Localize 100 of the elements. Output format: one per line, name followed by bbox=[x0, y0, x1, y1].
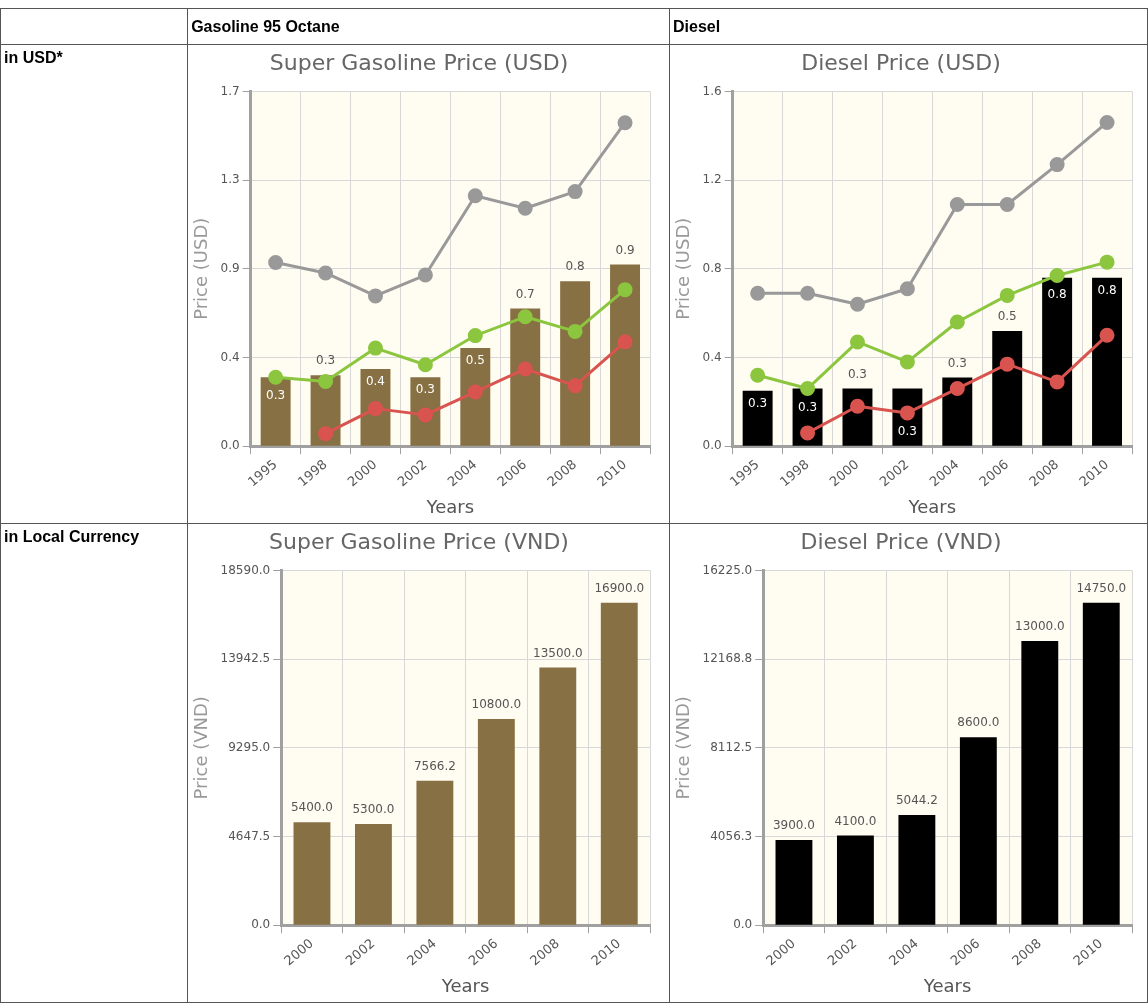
y-tick-label: 1.6 bbox=[702, 83, 722, 98]
point bbox=[617, 334, 633, 350]
data-label: 8600.0 bbox=[957, 715, 1000, 730]
data-label: 0.5 bbox=[997, 309, 1017, 323]
y-tick-label: 13942.5 bbox=[220, 651, 271, 666]
y-tick-label: 1.2 bbox=[702, 172, 722, 187]
x-axis-title: Years bbox=[425, 495, 475, 517]
point bbox=[1099, 327, 1115, 343]
bar bbox=[742, 390, 773, 446]
data-label: 7566.2 bbox=[414, 758, 457, 773]
text: in Local Currency bbox=[4, 528, 140, 545]
y-axis-title: Price (VND) bbox=[672, 696, 694, 800]
y-tick-label: 0.0 bbox=[702, 438, 722, 453]
text: Diesel bbox=[673, 17, 721, 35]
y-tick-label: 12168.8 bbox=[702, 651, 753, 666]
text: in USD* bbox=[4, 49, 63, 66]
point bbox=[268, 369, 284, 385]
bar bbox=[478, 719, 515, 925]
point bbox=[750, 367, 766, 383]
y-tick-label: 1.7 bbox=[220, 83, 240, 98]
data-label: 0.3 bbox=[847, 366, 868, 381]
point bbox=[800, 381, 816, 397]
y-tick-label: 0.9 bbox=[220, 260, 240, 275]
bar bbox=[355, 824, 392, 925]
y-tick-label: 0.0 bbox=[220, 438, 240, 453]
point bbox=[368, 288, 384, 304]
y-tick-label: 0.0 bbox=[251, 917, 271, 932]
point bbox=[368, 401, 384, 417]
data-label: 0.3 bbox=[266, 388, 286, 403]
bar bbox=[600, 602, 638, 925]
chart-title: Diesel Price (VND) bbox=[800, 528, 1002, 554]
bar bbox=[460, 348, 491, 446]
point bbox=[1099, 114, 1115, 130]
data-label: 5400.0 bbox=[291, 800, 334, 815]
point bbox=[268, 255, 284, 271]
point bbox=[567, 184, 583, 200]
y-tick-label: 0.8 bbox=[702, 260, 722, 275]
y-tick-label: 4056.3 bbox=[710, 828, 753, 843]
y-axis-title: Price (VND) bbox=[190, 696, 212, 800]
bar bbox=[293, 822, 331, 925]
point bbox=[999, 196, 1015, 212]
point bbox=[368, 340, 384, 356]
data-label: 14750.0 bbox=[1076, 580, 1127, 595]
point bbox=[617, 115, 633, 131]
point bbox=[517, 361, 533, 377]
point bbox=[418, 267, 434, 283]
y-axis-title: Price (USD) bbox=[672, 217, 694, 320]
point bbox=[1099, 254, 1115, 270]
y-tick-label: 0.4 bbox=[702, 349, 722, 364]
data-label: 5300.0 bbox=[352, 802, 395, 817]
point bbox=[517, 309, 533, 325]
data-label: 3900.0 bbox=[772, 818, 815, 833]
bar bbox=[1042, 277, 1073, 446]
point bbox=[517, 200, 533, 216]
chart-title: Super Gasoline Price (VND) bbox=[269, 528, 570, 554]
data-label: 0.9 bbox=[615, 242, 635, 257]
point bbox=[800, 285, 816, 301]
point bbox=[567, 378, 583, 394]
point bbox=[418, 407, 434, 423]
point bbox=[318, 265, 334, 281]
data-label: 0.3 bbox=[947, 355, 967, 370]
point bbox=[1049, 267, 1065, 283]
point bbox=[1049, 157, 1065, 173]
data-label: 5044.2 bbox=[895, 793, 938, 808]
data-label: 0.4 bbox=[366, 374, 386, 389]
point bbox=[467, 328, 483, 344]
data-label: 0.8 bbox=[1047, 286, 1067, 301]
point bbox=[318, 426, 334, 442]
data-label: 0.3 bbox=[415, 382, 436, 397]
bar bbox=[260, 377, 291, 446]
x-axis-title: Years bbox=[922, 974, 972, 996]
data-label: 0.5 bbox=[465, 353, 485, 368]
data-label: 4100.0 bbox=[834, 813, 877, 828]
point bbox=[849, 296, 865, 312]
point bbox=[318, 373, 334, 389]
text: Gasoline 95 Octane bbox=[191, 17, 340, 35]
point bbox=[999, 287, 1015, 303]
point bbox=[750, 285, 766, 301]
y-tick-label: 18590.0 bbox=[220, 562, 271, 577]
data-label: 13500.0 bbox=[533, 645, 583, 660]
y-tick-label: 4647.5 bbox=[228, 828, 271, 843]
data-label: 13000.0 bbox=[1014, 619, 1065, 634]
point bbox=[849, 334, 865, 350]
x-axis-title: Years bbox=[907, 495, 957, 517]
bar bbox=[775, 839, 813, 925]
chart-title: Diesel Price (USD) bbox=[801, 49, 1001, 75]
point bbox=[418, 357, 434, 373]
point bbox=[467, 188, 483, 204]
y-tick-label: 8112.5 bbox=[710, 739, 753, 754]
data-label: 16900.0 bbox=[594, 580, 645, 595]
bar bbox=[898, 814, 936, 925]
data-label: 0.8 bbox=[1097, 282, 1117, 297]
bar bbox=[1082, 602, 1120, 925]
y-tick-label: 0.4 bbox=[220, 349, 240, 364]
bar bbox=[560, 281, 591, 446]
bar bbox=[610, 264, 641, 446]
point bbox=[999, 356, 1015, 372]
bar bbox=[959, 737, 997, 925]
y-tick-label: 16225.0 bbox=[702, 562, 753, 577]
bar bbox=[1021, 640, 1059, 925]
